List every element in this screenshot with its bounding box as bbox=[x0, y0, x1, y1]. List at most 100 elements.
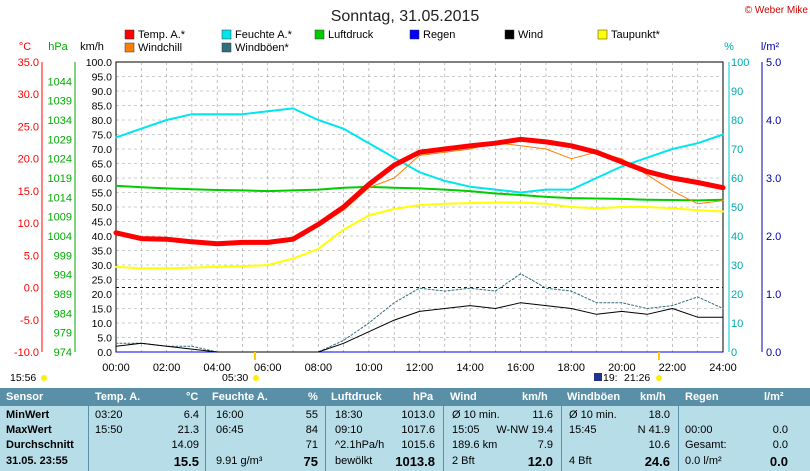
tick-time: 04:00 bbox=[203, 362, 231, 374]
tick-time: 20:00 bbox=[608, 362, 636, 374]
col-header-gust-unit: km/h bbox=[640, 391, 666, 403]
series-line-wind bbox=[115, 302, 724, 353]
cell-gust-label: Ø 10 min. bbox=[569, 409, 617, 421]
tick-temp: 30.0 bbox=[18, 89, 39, 101]
tick-humidity: 40 bbox=[731, 231, 743, 243]
col-header-wind: Wind bbox=[450, 391, 477, 403]
tick-rain: 5.0 bbox=[766, 57, 781, 69]
tick-humidity: 90 bbox=[731, 86, 743, 98]
col-divider bbox=[678, 388, 679, 471]
tick-time: 08:00 bbox=[305, 362, 333, 374]
col-header-temp: Temp. A. bbox=[95, 391, 141, 403]
cell-rain-label: 0.0 l/m² bbox=[685, 455, 722, 467]
cell-press-value: 1015.6 bbox=[401, 439, 435, 451]
tick-time: 24:00 bbox=[709, 362, 737, 374]
col-header-press: Luftdruck bbox=[331, 391, 382, 403]
legend-label: Feuchte A.* bbox=[235, 29, 293, 41]
tick-speed: 10.0 bbox=[92, 318, 113, 330]
tick-humidity: 10 bbox=[731, 318, 743, 330]
tick-speed: 30.0 bbox=[92, 260, 113, 272]
tick-pressure: 1029 bbox=[48, 134, 72, 146]
tick-speed: 0.0 bbox=[97, 347, 112, 359]
cell-press-value: 1013.8 bbox=[395, 454, 435, 469]
sunset-time: 21:26 bbox=[624, 372, 650, 384]
tick-temp: 10.0 bbox=[18, 218, 39, 230]
axis-unit-rain: l/m² bbox=[761, 41, 780, 53]
legend-swatch bbox=[597, 29, 608, 40]
tick-humidity: 100 bbox=[731, 57, 749, 69]
series-line-taupunkt bbox=[115, 201, 724, 270]
tick-time: 18:00 bbox=[557, 362, 585, 374]
col-header-wind-unit: km/h bbox=[522, 391, 548, 403]
tick-pressure: 999 bbox=[54, 250, 72, 262]
tick-speed: 90.0 bbox=[92, 86, 113, 98]
cell-wind-value: 12.0 bbox=[527, 454, 553, 469]
tick-temp: 0.0 bbox=[24, 283, 39, 295]
tick-speed: 20.0 bbox=[92, 289, 113, 301]
series-line-luftdruck bbox=[115, 184, 724, 202]
cell-hum-label: 06:45 bbox=[216, 424, 244, 436]
cell-hum-value: 84 bbox=[305, 424, 318, 436]
col-header-sensor: Sensor bbox=[6, 391, 44, 403]
series-line-feuchte-a bbox=[115, 107, 724, 194]
axis-unit-pressure: hPa bbox=[48, 41, 68, 53]
stats-table-header bbox=[0, 388, 810, 406]
series-line-temp-a bbox=[113, 136, 726, 247]
cell-press-label: 18:30 bbox=[335, 409, 363, 421]
tick-temp: 15.0 bbox=[18, 186, 39, 198]
cell-rain-value: 0.0 bbox=[772, 424, 788, 436]
moon-icon bbox=[594, 373, 602, 381]
cell-hum-label: 9.91 g/m³ bbox=[216, 455, 263, 467]
sunset-prefix: 19: bbox=[603, 372, 618, 384]
tick-temp: 25.0 bbox=[18, 121, 39, 133]
legend-label: Taupunkt* bbox=[611, 29, 661, 41]
tick-speed: 70.0 bbox=[92, 144, 113, 156]
axis-unit-speed: km/h bbox=[80, 41, 104, 53]
legend-swatch bbox=[221, 42, 232, 53]
tick-pressure: 984 bbox=[54, 308, 72, 320]
tick-temp: -5.0 bbox=[20, 315, 39, 327]
cell-gust-value: 18.0 bbox=[648, 409, 670, 421]
row-label: MaxWert bbox=[6, 424, 52, 436]
tick-rain: 3.0 bbox=[766, 173, 781, 185]
tick-pressure: 1014 bbox=[48, 192, 72, 204]
cell-wind-value: 11.6 bbox=[532, 409, 553, 421]
legend-swatch bbox=[409, 29, 420, 40]
col-divider bbox=[561, 388, 562, 471]
sun-icon bbox=[41, 375, 47, 381]
tick-humidity: 30 bbox=[731, 260, 743, 272]
cell-temp-label: 03:20 bbox=[95, 409, 123, 421]
tick-rain: 2.0 bbox=[766, 231, 781, 243]
tick-pressure: 1009 bbox=[48, 212, 72, 224]
cell-wind-label: Ø 10 min. bbox=[452, 409, 500, 421]
cell-press-label: bewölkt bbox=[335, 455, 373, 467]
tick-temp: 20.0 bbox=[18, 154, 39, 166]
cell-rain-label: Gesamt: bbox=[685, 439, 727, 451]
tick-pressure: 1034 bbox=[48, 115, 72, 127]
axis-unit-humidity: % bbox=[724, 41, 734, 53]
tick-temp: -10.0 bbox=[14, 347, 39, 359]
tick-speed: 65.0 bbox=[92, 159, 113, 171]
tick-speed: 5.0 bbox=[97, 333, 112, 345]
col-divider bbox=[443, 388, 444, 471]
cell-hum-value: 75 bbox=[303, 454, 318, 469]
legend-swatch bbox=[124, 42, 135, 53]
tick-speed: 55.0 bbox=[92, 188, 113, 200]
tick-temp: 5.0 bbox=[24, 250, 39, 262]
tick-humidity: 20 bbox=[731, 289, 743, 301]
tick-speed: 25.0 bbox=[92, 275, 113, 287]
tick-speed: 95.0 bbox=[92, 72, 113, 84]
cell-gust-value: 10.6 bbox=[648, 439, 670, 451]
col-divider bbox=[88, 388, 89, 471]
legend-label: Windchill bbox=[138, 42, 182, 54]
cell-gust-label: 4 Bft bbox=[569, 455, 592, 467]
cell-rain-value: 0.0 bbox=[769, 454, 788, 469]
tick-time: 10:00 bbox=[355, 362, 383, 374]
cell-gust-value: N 41.9 bbox=[637, 424, 670, 436]
col-header-rain-unit: l/m² bbox=[764, 391, 784, 403]
sunrise-time: 05:30 bbox=[222, 372, 248, 384]
tick-rain: 0.0 bbox=[766, 347, 781, 359]
chart-title: Sonntag, 31.05.2015 bbox=[331, 8, 480, 25]
col-divider bbox=[325, 388, 326, 471]
credit-label: © Weber Mike bbox=[745, 5, 809, 16]
